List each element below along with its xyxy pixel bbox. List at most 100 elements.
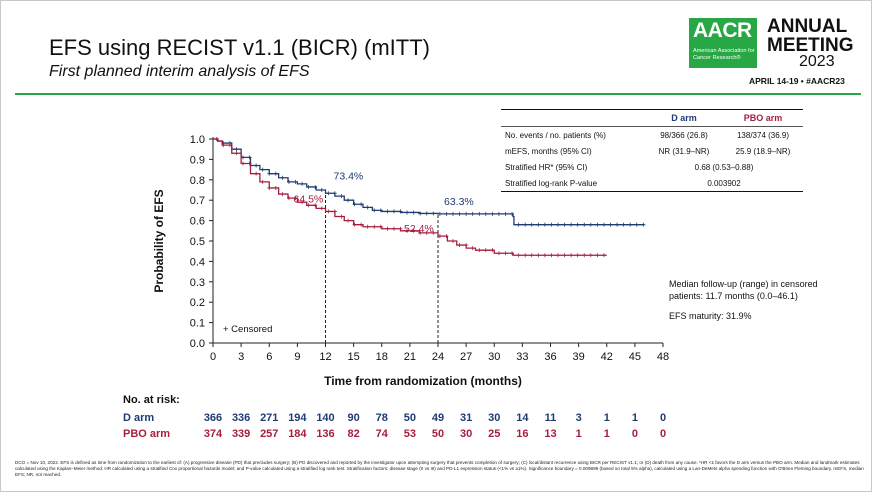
censor-mark <box>339 214 344 219</box>
aacr-logo: AACR American Association for Cancer Res… <box>689 18 757 68</box>
y-tick-label: 0.7 <box>190 195 205 207</box>
y-axis-label: Probability of EFS <box>152 189 166 292</box>
censor-mark <box>569 253 574 258</box>
km-chart: 0.00.10.20.30.40.50.60.70.80.91.00 3 6 9 12 1… <box>123 134 669 440</box>
censor-mark <box>523 222 528 227</box>
censor-mark <box>457 211 462 216</box>
summary-row: mEFS, months (95% CI) NR (31.9–NR) 25.9 … <box>501 143 803 159</box>
censor-mark <box>437 234 442 239</box>
censor-mark <box>529 222 534 227</box>
censor-mark <box>542 222 547 227</box>
summary-header-row: D arm PBO arm <box>501 109 803 127</box>
at-risk-value: 366 <box>204 412 222 424</box>
censor-mark <box>464 211 469 216</box>
summary-header-pbo-arm: PBO arm <box>723 109 803 127</box>
summary-row-label: No. events / no. patients (%) <box>501 126 645 143</box>
censor-mark <box>260 179 265 184</box>
censor-mark <box>451 239 455 243</box>
x-tick-label: 18 <box>376 351 388 363</box>
censor-mark <box>306 184 311 189</box>
censor-mark <box>339 194 344 199</box>
censor-mark <box>490 248 495 253</box>
at-risk-row-label: PBO arm <box>123 428 170 440</box>
censor-mark <box>254 163 259 168</box>
censor-mark <box>549 253 554 258</box>
landmark-label: 64.5% <box>294 193 324 205</box>
y-tick-label: 1.0 <box>190 134 205 146</box>
followup-note: Median follow-up (range) in censored pat… <box>669 279 818 301</box>
at-risk-value: 339 <box>232 428 250 440</box>
footnote: DCO = Nov 10, 2022. EFS is defined as ti… <box>15 460 864 478</box>
at-risk-value: 13 <box>544 428 556 440</box>
summary-row-label: Stratified log-rank P-value <box>501 175 645 192</box>
censor-mark <box>411 228 416 233</box>
summary-cell: 25.9 (18.9–NR) <box>735 146 791 156</box>
summary-cell: 0.68 (0.53–0.88) <box>694 162 754 172</box>
censor-mark <box>503 251 508 256</box>
censor-mark <box>477 248 482 253</box>
censor-mark <box>575 222 580 227</box>
censor-mark <box>267 171 272 176</box>
summary-cell: NR (31.9–NR) <box>658 146 710 156</box>
x-tick-label: 3 <box>238 351 244 363</box>
censor-mark <box>542 253 547 258</box>
y-tick-label: 0.1 <box>190 318 205 330</box>
x-tick-label: 42 <box>601 351 613 363</box>
censor-mark <box>372 224 377 229</box>
censor-mark <box>273 185 278 190</box>
censor-mark <box>437 211 442 216</box>
censor-mark <box>313 184 318 189</box>
at-risk-value: 11 <box>545 412 557 424</box>
at-risk-value: 271 <box>260 412 278 424</box>
censor-mark <box>562 253 567 258</box>
censor-mark <box>615 222 620 227</box>
censor-mark <box>582 253 587 258</box>
at-risk-value: 30 <box>488 412 500 424</box>
summary-row: No. events / no. patients (%) 98/366 (26… <box>501 126 803 143</box>
censor-mark <box>621 222 626 227</box>
censor-mark <box>595 222 600 227</box>
censor-mark <box>234 147 239 152</box>
censor-mark <box>300 181 305 186</box>
at-risk-value: 90 <box>348 412 360 424</box>
event-line1: ANNUAL <box>767 16 848 37</box>
censor-mark <box>319 188 324 192</box>
censor-mark <box>398 209 403 214</box>
censor-mark <box>418 230 423 235</box>
x-tick-label: 12 <box>319 351 331 363</box>
censor-mark <box>529 253 534 258</box>
x-axis-label: Time from randomization (months) <box>324 374 522 388</box>
y-tick-label: 0.6 <box>190 216 205 228</box>
x-tick-label: 21 <box>404 351 416 363</box>
x-tick-label: 33 <box>516 351 528 363</box>
censor-mark <box>326 191 331 196</box>
censor-mark <box>457 243 462 248</box>
censor-mark <box>424 211 429 216</box>
y-tick-label: 0.2 <box>190 297 205 309</box>
censor-mark <box>378 208 383 213</box>
censor-mark <box>641 222 646 227</box>
censor-mark <box>536 253 541 258</box>
y-tick-label: 0.4 <box>190 256 205 268</box>
censor-mark <box>352 202 357 207</box>
censor-mark <box>319 206 324 211</box>
censor-mark <box>490 211 495 216</box>
x-tick-label: 30 <box>488 351 500 363</box>
censor-mark <box>378 224 383 229</box>
summary-table: D arm PBO arm No. events / no. patients … <box>501 109 803 192</box>
censor-mark <box>214 137 219 141</box>
summary-row-label: Stratified HR* (95% CI) <box>505 162 588 172</box>
at-risk-value: 74 <box>376 428 389 440</box>
at-risk-value: 0 <box>632 428 638 440</box>
censor-mark <box>556 253 560 258</box>
at-risk-value: 0 <box>660 412 666 424</box>
censor-mark <box>483 211 488 216</box>
censor-mark <box>241 161 245 166</box>
censored-legend: + Censored <box>223 324 272 335</box>
event-line2: MEETING <box>767 35 854 56</box>
censor-mark <box>313 203 318 208</box>
censor-mark <box>601 253 606 258</box>
censor-mark <box>332 209 337 214</box>
at-risk-value: 0 <box>660 428 666 440</box>
